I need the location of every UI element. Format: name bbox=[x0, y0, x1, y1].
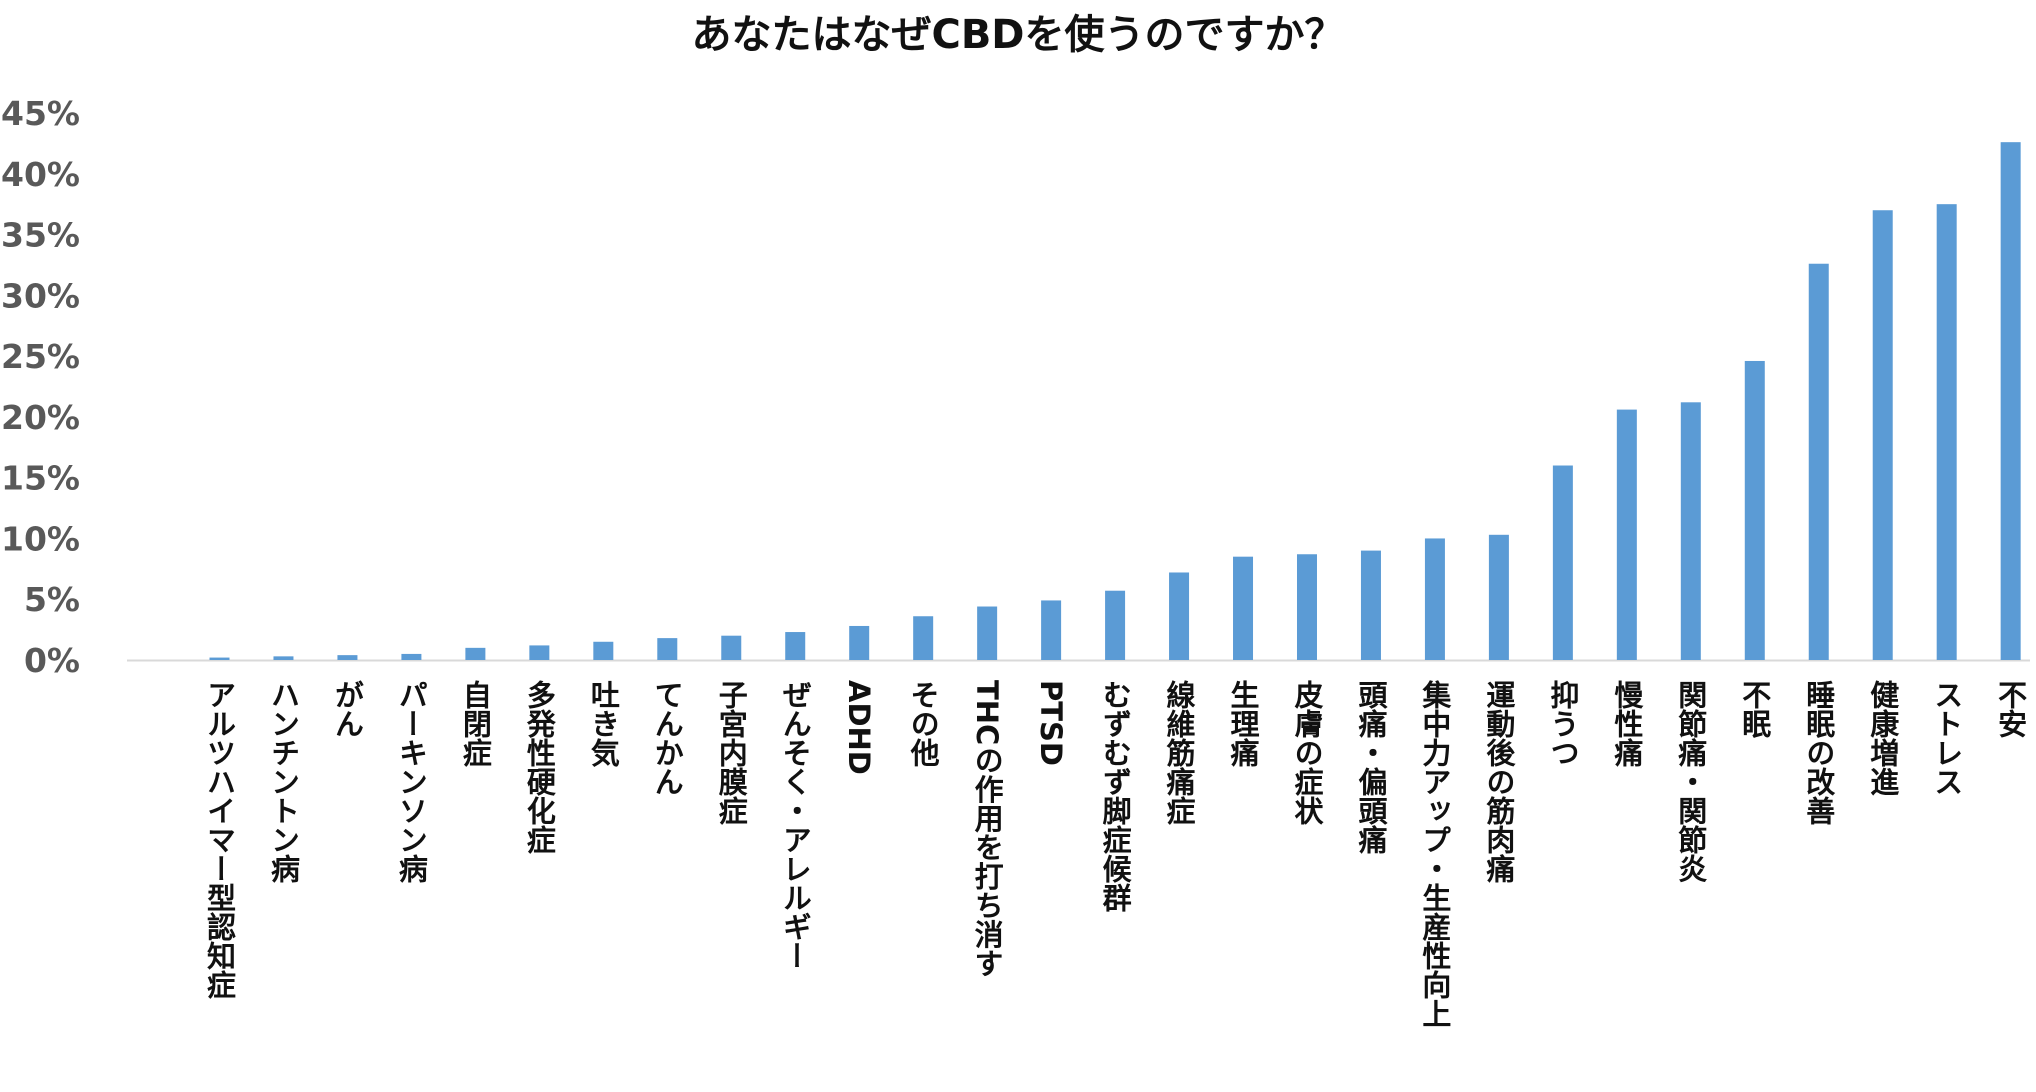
x-axis-labels: アルツハイマー型認知症 ハンチントン病 がん パーキンソン病 自閉症 多発性硬化症 吐き気て… bbox=[203, 679, 2028, 1028]
chart-title: あなたはなぜCBDを使うのですか？ bbox=[691, 12, 1344, 58]
x-tick-label: PTSD bbox=[1034, 680, 1068, 766]
bar bbox=[273, 656, 294, 660]
bar bbox=[1041, 600, 1062, 660]
bar bbox=[849, 625, 870, 660]
x-tick-label: ぜんそく・アレルギー bbox=[778, 680, 812, 970]
x-tick-label: ADHD bbox=[842, 680, 876, 775]
bars bbox=[209, 142, 2021, 660]
y-tick-label: 10% bbox=[1, 519, 80, 558]
bar bbox=[529, 645, 550, 660]
bar bbox=[1105, 590, 1126, 660]
x-tick-label: 自閉症 bbox=[458, 680, 492, 768]
x-tick-label: 吐き気 bbox=[586, 680, 620, 768]
bar bbox=[657, 638, 678, 660]
x-tick-label: アルツハイマー型認知症 bbox=[203, 680, 237, 1000]
x-tick-label: 生理痛 bbox=[1226, 680, 1260, 768]
x-tick-label: その他 bbox=[906, 680, 941, 767]
bar bbox=[1552, 465, 1573, 660]
bar bbox=[337, 655, 358, 660]
bar bbox=[401, 653, 422, 660]
bar bbox=[1872, 210, 1893, 660]
y-tick-label: 15% bbox=[1, 459, 80, 498]
x-tick-label: ストレス bbox=[1930, 680, 1964, 796]
bar bbox=[1360, 550, 1381, 660]
y-axis: 0% 5% 10% 15% 20% 25% 30% 35% 40% 45% bbox=[1, 94, 80, 680]
bar bbox=[1616, 409, 1637, 660]
x-tick-label: THCの作用を打ち消す bbox=[970, 680, 1004, 977]
bar bbox=[721, 635, 742, 660]
y-tick-label: 30% bbox=[1, 276, 80, 315]
x-tick-label: 子宮内膜症 bbox=[714, 680, 748, 826]
bar bbox=[1744, 360, 1765, 660]
x-tick-label: パーキンソン病 bbox=[394, 680, 428, 883]
x-tick-label: 多発性硬化症 bbox=[522, 680, 557, 855]
x-tick-label: 睡眠の改善 bbox=[1802, 680, 1836, 825]
bar bbox=[913, 616, 934, 660]
y-tick-label: 5% bbox=[24, 580, 80, 619]
bar bbox=[1424, 538, 1445, 660]
bar bbox=[465, 647, 486, 660]
x-tick-label: てんかん bbox=[650, 680, 684, 796]
bar bbox=[785, 632, 806, 660]
x-tick-label: 不眠 bbox=[1738, 680, 1772, 739]
bar bbox=[1680, 402, 1701, 660]
y-tick-label: 45% bbox=[1, 94, 80, 133]
y-tick-label: 35% bbox=[1, 216, 80, 255]
x-tick-label: 運動後の筋肉痛 bbox=[1482, 680, 1516, 884]
x-tick-label: 集中力アップ・生産性向上 bbox=[1418, 680, 1453, 1028]
bar bbox=[1169, 572, 1190, 660]
bar bbox=[1936, 204, 1957, 660]
bar bbox=[2000, 142, 2021, 660]
x-tick-label: ハンチントン病 bbox=[266, 680, 300, 883]
bar bbox=[1808, 263, 1829, 660]
x-tick-label: むずむず脚症候群 bbox=[1098, 680, 1132, 912]
y-tick-label: 20% bbox=[1, 398, 80, 437]
x-tick-label: 皮膚の症状 bbox=[1290, 680, 1324, 826]
bar bbox=[209, 657, 230, 660]
bar bbox=[1488, 534, 1509, 660]
bar bbox=[593, 641, 614, 660]
x-tick-label: 頭痛・偏頭痛 bbox=[1354, 680, 1388, 855]
x-tick-label: 慢性痛 bbox=[1610, 680, 1644, 768]
x-tick-label: 抑うつ bbox=[1546, 680, 1580, 767]
x-tick-label: がん bbox=[330, 680, 364, 738]
y-tick-label: 25% bbox=[1, 337, 80, 376]
x-tick-label: 健康増進 bbox=[1866, 680, 1900, 797]
y-tick-label: 0% bbox=[24, 641, 80, 680]
x-tick-label: 線維筋痛症 bbox=[1162, 679, 1196, 826]
y-tick-label: 40% bbox=[1, 155, 80, 194]
x-tick-label: 関節痛・関節炎 bbox=[1674, 680, 1708, 883]
bar bbox=[977, 606, 998, 660]
bar bbox=[1296, 554, 1317, 660]
bar bbox=[1233, 556, 1254, 660]
x-tick-label: 不安 bbox=[1994, 680, 2028, 738]
